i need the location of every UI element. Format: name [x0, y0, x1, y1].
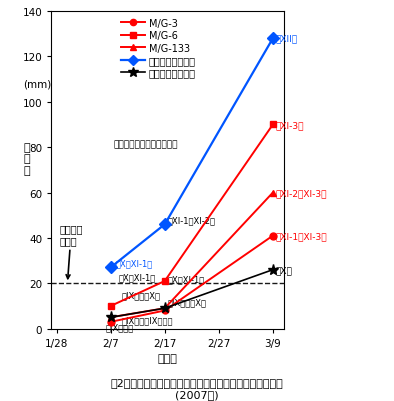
Legend: M/G-3, M/G-6, M/G-133, ミサトゴールデン, ゴールデンメロン: M/G-3, M/G-6, M/G-133, ミサトゴールデン, ゴールデンメロ… — [119, 17, 198, 80]
M/G-133 — [162, 306, 167, 311]
ミサトゴールデン — [162, 222, 167, 227]
X-axis label: 月／日: 月／日 — [158, 353, 177, 363]
M/G-133 — [108, 315, 113, 320]
Text: （X～XI-1）: （X～XI-1） — [116, 259, 153, 268]
Text: （XII）: （XII） — [275, 35, 298, 44]
Text: (mm): (mm) — [24, 79, 52, 89]
Text: （XI-1～XI-2）: （XI-1～XI-2） — [167, 216, 216, 225]
M/G-6 — [271, 123, 275, 128]
Text: （X）: （X） — [275, 265, 292, 274]
Text: 主
茎
長: 主 茎 長 — [24, 142, 30, 176]
ゴールデンメロン — [271, 267, 275, 272]
Text: （IX後期～X）: （IX後期～X） — [121, 290, 160, 300]
M/G-3 — [162, 308, 167, 313]
Text: （IX後期～X）: （IX後期～X） — [167, 297, 206, 306]
Text: （IX前期）: （IX前期） — [105, 322, 134, 331]
Text: （IX中期～IX後期）: （IX中期～IX後期） — [121, 315, 173, 324]
M/G-6 — [108, 304, 113, 309]
Text: （XI-1～XI-3）: （XI-1～XI-3） — [275, 231, 327, 241]
Text: 茎立期の
主茎長: 茎立期の 主茎長 — [59, 223, 83, 279]
M/G-3 — [108, 320, 113, 324]
Line: M/G-3: M/G-3 — [107, 233, 276, 326]
Line: M/G-6: M/G-6 — [107, 122, 276, 310]
M/G-6 — [162, 279, 167, 284]
Line: ミサトゴールデン: ミサトゴールデン — [106, 35, 277, 272]
ミサトゴールデン — [271, 37, 275, 42]
Line: ゴールデンメロン: ゴールデンメロン — [105, 264, 279, 323]
ゴールデンメロン — [162, 306, 167, 311]
ミサトゴールデン — [108, 265, 113, 270]
Text: （X～XI-1）: （X～XI-1） — [119, 272, 156, 281]
Text: （XI-3）: （XI-3） — [275, 121, 304, 130]
Text: （XI-2～XI-3）: （XI-2～XI-3） — [275, 188, 327, 198]
M/G-133 — [271, 190, 275, 195]
M/G-3 — [271, 234, 275, 239]
Text: （　　）内は幼穂分化程度: （ ）内は幼穂分化程度 — [114, 140, 178, 149]
Text: （X～XI-1）: （X～XI-1） — [167, 275, 205, 284]
ゴールデンメロン — [108, 315, 113, 320]
Line: M/G-133: M/G-133 — [107, 190, 276, 321]
Text: 図2　短日遅延型早生系統の主茎長と幼穂分化程度の推移
(2007年): 図2 短日遅延型早生系統の主茎長と幼穂分化程度の推移 (2007年) — [111, 377, 283, 399]
